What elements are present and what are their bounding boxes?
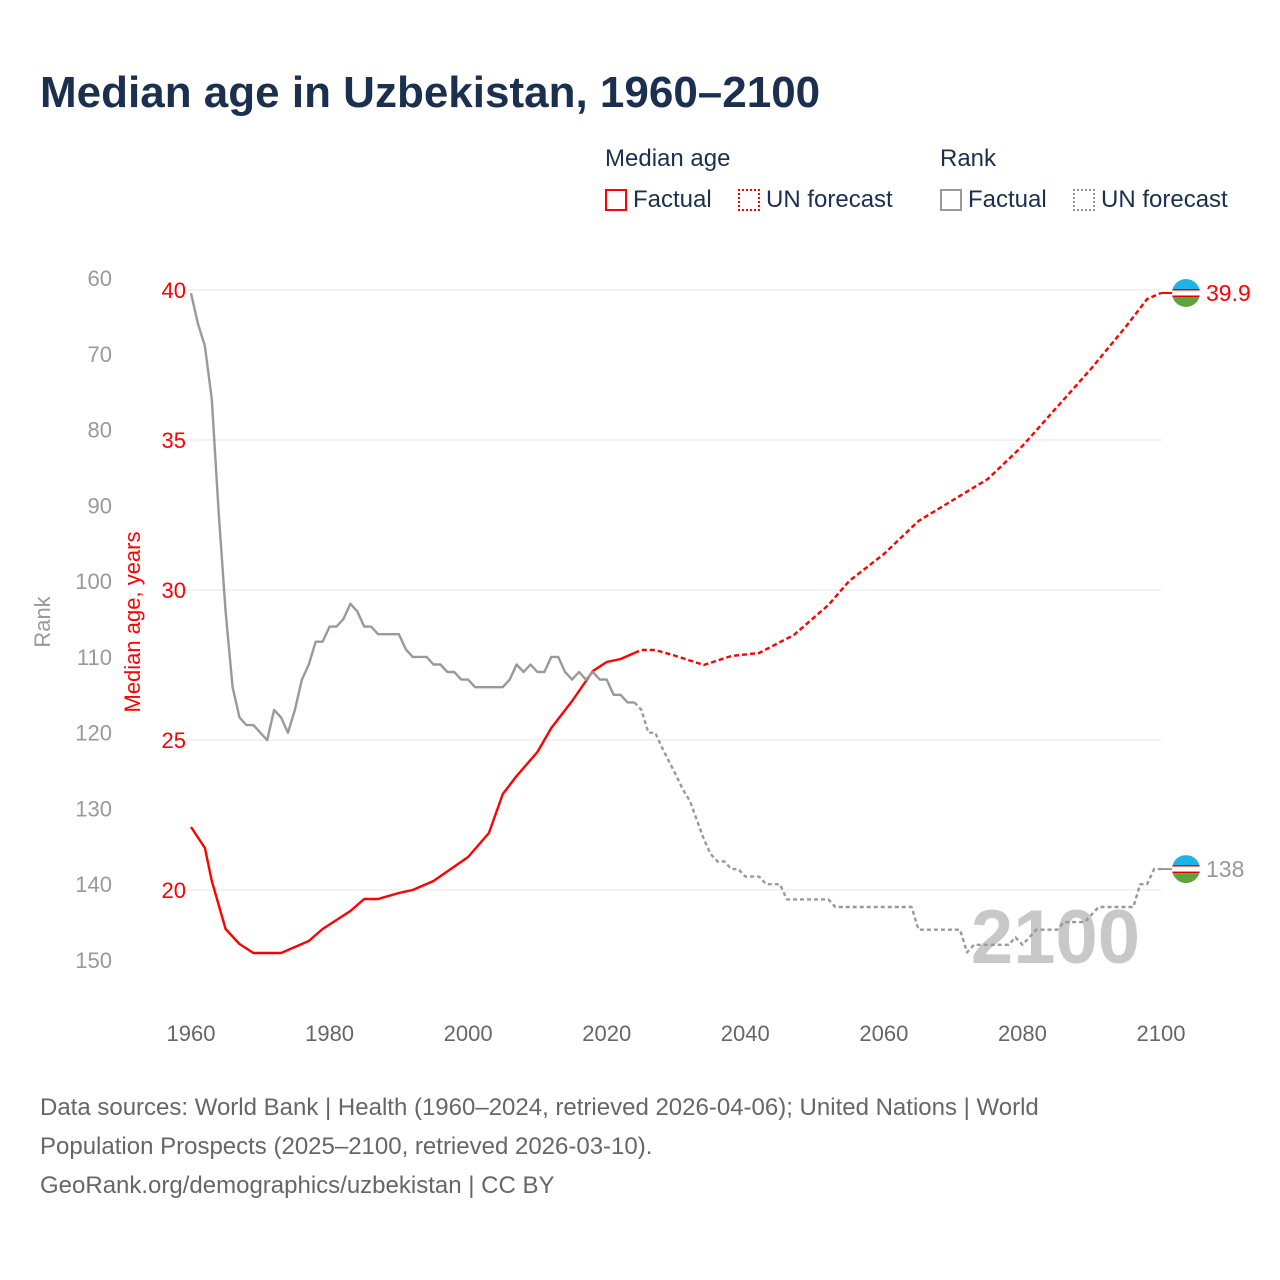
y2-tick-label: 80 [88,418,112,443]
end-label-median-age: 39.9 [1206,280,1251,306]
legend-group-median-age: Median age [605,145,731,172]
legend-swatch [738,189,760,211]
x-tick-label: 2100 [1137,1021,1186,1046]
legend-median-factual[interactable]: Factual [605,186,712,214]
y-tick-label: 20 [162,878,186,903]
legend-swatch [940,189,962,211]
y2-tick-label: 100 [75,569,112,594]
y-tick-label: 25 [162,728,186,753]
legend-label: Factual [968,186,1047,213]
median-age-factual-line [189,651,635,955]
y-axis-label: Median age, years [120,532,145,713]
y-tick-label: 30 [162,578,186,603]
x-tick-label: 2040 [721,1021,770,1046]
footer-sources: Data sources: World Bank | Health (1960–… [40,1094,1039,1121]
y2-tick-label: 120 [75,721,112,746]
end-label-rank: 138 [1206,856,1244,882]
chart-title: Median age in Uzbekistan, 1960–2100 [40,68,821,117]
footer-sources-cont: Population Prospects (2025–2100, retriev… [40,1133,653,1160]
y2-tick-label: 110 [77,645,112,670]
legend-group-rank: Rank [940,145,997,172]
x-tick-label: 1980 [305,1021,354,1046]
footer-link[interactable]: GeoRank.org/demographics/uzbekistan | CC… [40,1172,555,1199]
x-tick-label: 2080 [998,1021,1047,1046]
uzbekistan-flag-icon-rank [1172,855,1200,884]
median-age-forecast-line [633,291,1162,667]
y2-tick-label: 150 [75,948,112,973]
y2-tick-label: 130 [75,796,112,821]
y2-tick-label: 70 [88,342,112,367]
y2-tick-label: 90 [88,493,112,518]
y2-tick-label: 140 [75,872,112,897]
x-tick-label: 1960 [167,1021,216,1046]
y-tick-label: 35 [162,428,186,453]
legend-median-forecast[interactable]: UN forecast [738,186,893,214]
x-tick-label: 2000 [444,1021,493,1046]
y2-axis-label: Rank [30,595,55,647]
rank-forecast-line [633,701,1161,954]
uzbekistan-flag-icon [1172,279,1200,307]
legend-swatch [605,189,627,211]
legend-swatch [1073,189,1095,211]
x-tick-label: 2020 [582,1021,631,1046]
legend-label: Factual [633,186,712,213]
footer: Data sources: World Bank | Health (1960–… [40,1088,1220,1205]
chart-area: 2100 20 25 30 35 40 60 70 80 90 100 110 120 130 140 15… [30,266,1251,1046]
year-watermark: 2100 [971,895,1140,980]
y2-tick-label: 60 [88,266,112,291]
legend-rank-forecast[interactable]: UN forecast [1073,186,1228,214]
rank-factual-line [189,292,635,742]
legend-rank-factual[interactable]: Factual [940,186,1047,214]
legend-label: UN forecast [766,186,893,213]
x-tick-label: 2060 [859,1021,908,1046]
legend-label: UN forecast [1101,186,1228,213]
y-tick-label: 40 [162,278,186,303]
